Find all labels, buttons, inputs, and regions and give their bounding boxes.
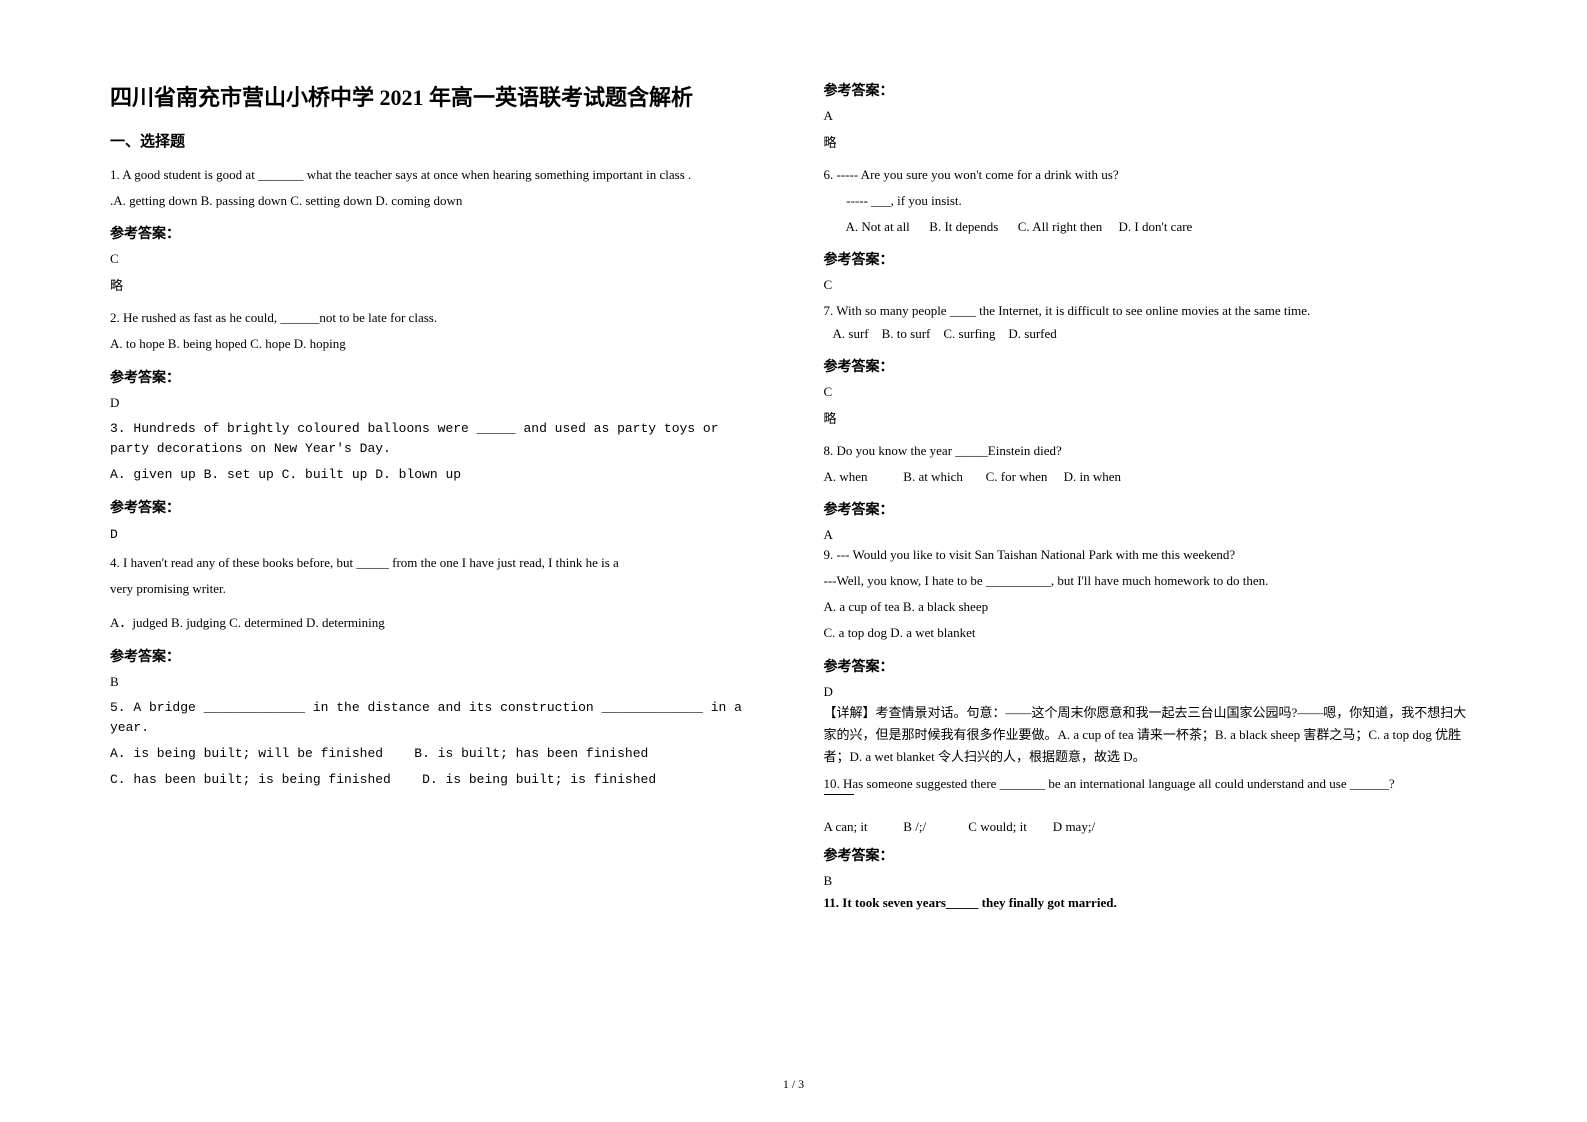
answer-label: 参考答案： bbox=[824, 356, 1478, 376]
q4-stem-line2: very promising writer. bbox=[110, 579, 764, 599]
q5-options-row2: C. has been built; is being finished D. … bbox=[110, 770, 764, 790]
q1-options: .A. getting down B. passing down C. sett… bbox=[110, 191, 764, 211]
q9-options-line2: C. a top dog D. a wet blanket bbox=[824, 623, 1478, 643]
column-container: 四川省南充市营山小桥中学 2021 年高一英语联考试题含解析 一、选择题 1. … bbox=[110, 80, 1477, 1067]
q10-underline bbox=[824, 794, 854, 815]
q2-answer: D bbox=[110, 395, 764, 411]
answer-label: 参考答案： bbox=[824, 656, 1478, 676]
q8-options: A. when B. at which C. for when D. in wh… bbox=[824, 467, 1478, 487]
q8-stem: 8. Do you know the year _____Einstein di… bbox=[824, 441, 1478, 461]
skip-text: 略 bbox=[824, 408, 1478, 427]
q9-options-line1: A. a cup of tea B. a black sheep bbox=[824, 597, 1478, 617]
answer-label: 参考答案： bbox=[110, 497, 764, 517]
answer-label: 参考答案： bbox=[110, 367, 764, 387]
q9-explanation: 【详解】考查情景对话。句意：——这个周末你愿意和我一起去三台山国家公园吗?——嗯… bbox=[824, 702, 1478, 768]
q5-answer: A bbox=[824, 108, 1478, 124]
q1-stem: 1. A good student is good at _______ wha… bbox=[110, 165, 764, 185]
q6-stem-line1: 6. ----- Are you sure you won't come for… bbox=[824, 165, 1478, 185]
answer-label: 参考答案： bbox=[824, 80, 1478, 100]
q10-options: A can; it B /;/ C would; it D may;/ bbox=[824, 817, 1478, 837]
section-heading: 一、选择题 bbox=[110, 130, 764, 151]
q2-options: A. to hope B. being hoped C. hope D. hop… bbox=[110, 334, 764, 354]
q7-answer: C bbox=[824, 384, 1478, 400]
q10-answer: B bbox=[824, 873, 1478, 889]
q3-options: A. given up B. set up C. built up D. blo… bbox=[110, 465, 764, 485]
answer-label: 参考答案： bbox=[824, 499, 1478, 519]
page: 四川省南充市营山小桥中学 2021 年高一英语联考试题含解析 一、选择题 1. … bbox=[0, 0, 1587, 1122]
q6-stem-line2: ----- ___, if you insist. bbox=[824, 191, 1478, 211]
answer-label: 参考答案： bbox=[824, 249, 1478, 269]
document-title: 四川省南充市营山小桥中学 2021 年高一英语联考试题含解析 bbox=[110, 80, 764, 112]
q5-opt-c: C. has been built; is being finished bbox=[110, 772, 391, 787]
skip-text: 略 bbox=[824, 132, 1478, 151]
q3-stem: 3. Hundreds of brightly coloured balloon… bbox=[110, 419, 764, 459]
q6-answer: C bbox=[824, 277, 1478, 293]
q11-stem: 11. It took seven years_____ they finall… bbox=[824, 893, 1478, 913]
q6-options: A. Not at all B. It depends C. All right… bbox=[824, 217, 1478, 237]
q7-options: A. surf B. to surf C. surfing D. surfed bbox=[824, 324, 1478, 344]
q2-stem: 2. He rushed as fast as he could, ______… bbox=[110, 308, 764, 328]
q4-options: A．judged B. judging C. determined D. det… bbox=[110, 613, 764, 633]
q7-stem: 7. With so many people ____ the Internet… bbox=[824, 301, 1478, 321]
q5-opt-b: B. is built; has been finished bbox=[414, 746, 648, 761]
q10-stem: 10. Has someone suggested there _______ … bbox=[824, 774, 1478, 794]
q3-answer: D bbox=[110, 525, 764, 545]
q9-stem-line2: ---Well, you know, I hate to be ________… bbox=[824, 571, 1478, 591]
answer-label: 参考答案： bbox=[110, 646, 764, 666]
skip-text: 略 bbox=[110, 275, 764, 294]
page-footer: 1 / 3 bbox=[110, 1077, 1477, 1092]
answer-label: 参考答案： bbox=[110, 223, 764, 243]
q5-options-row1: A. is being built; will be finished B. i… bbox=[110, 744, 764, 764]
q9-stem-line1: 9. --- Would you like to visit San Taish… bbox=[824, 545, 1478, 565]
left-column: 四川省南充市营山小桥中学 2021 年高一英语联考试题含解析 一、选择题 1. … bbox=[110, 80, 764, 1067]
answer-label: 参考答案： bbox=[824, 845, 1478, 865]
q5-opt-a: A. is being built; will be finished bbox=[110, 746, 383, 761]
q8-answer: A bbox=[824, 527, 1478, 543]
q9-answer: D bbox=[824, 684, 1478, 700]
q4-stem-line1: 4. I haven't read any of these books bef… bbox=[110, 553, 764, 573]
q1-answer: C bbox=[110, 251, 764, 267]
right-column: 参考答案： A 略 6. ----- Are you sure you won'… bbox=[824, 80, 1478, 1067]
q4-answer: B bbox=[110, 674, 764, 690]
q5-opt-d: D. is being built; is finished bbox=[422, 772, 656, 787]
q5-stem: 5. A bridge _____________ in the distanc… bbox=[110, 698, 764, 738]
